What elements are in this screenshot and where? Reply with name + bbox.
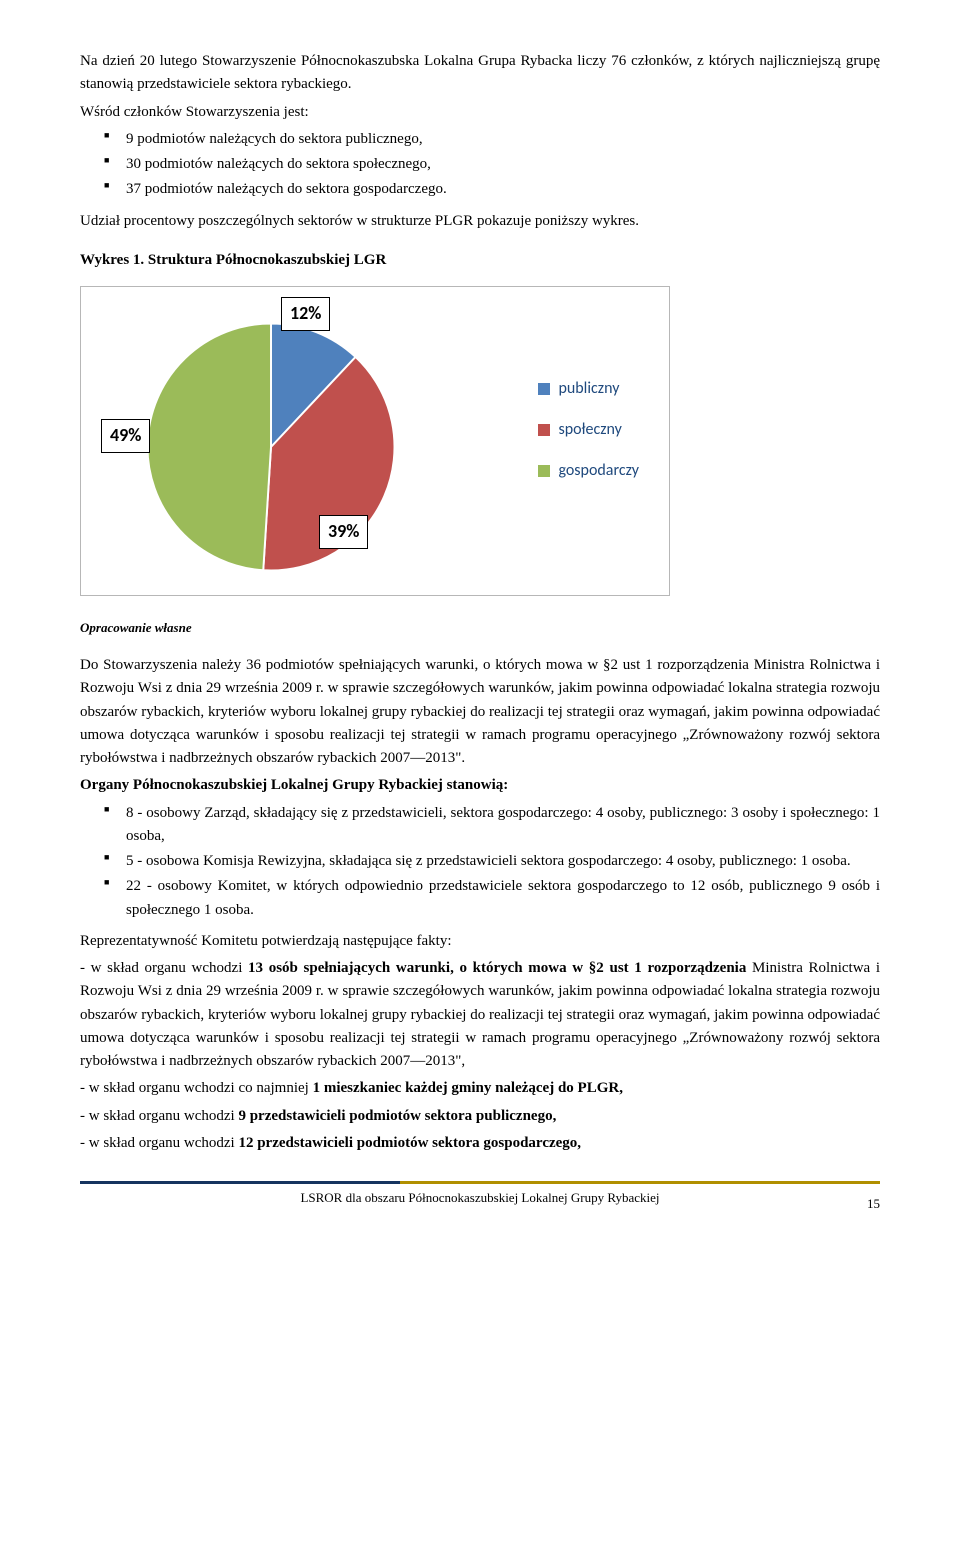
pie-label-12: 12% [281, 297, 330, 331]
legend-item: społeczny [538, 418, 639, 443]
legend-swatch [538, 465, 550, 477]
intro-paragraph-1: Na dzień 20 lutego Stowarzyszenie Północ… [80, 50, 880, 97]
footer-text-italic: Północnokaszubskiej Lokalnej Grupy Rybac… [408, 1190, 659, 1205]
legend-item: publiczny [538, 377, 639, 402]
fact-text: - w skład organu wchodzi [80, 1108, 238, 1124]
fact-text: - w skład organu wchodzi [80, 1135, 238, 1151]
organs-heading: Organy Północnokaszubskiej Lokalnej Grup… [80, 774, 880, 797]
list-item: 5 - osobowa Komisja Rewizyjna, składając… [126, 850, 880, 873]
fact-text: - w skład organu wchodzi co najmniej [80, 1080, 313, 1096]
legend-label: społeczny [558, 418, 621, 443]
pie-label-49: 49% [101, 419, 150, 453]
intro-bullet-list: 9 podmiotów należących do sektora public… [80, 128, 880, 202]
chart-title: Wykres 1. Struktura Północnokaszubskiej … [80, 249, 880, 272]
footer-rule [80, 1181, 880, 1184]
fact-3: - w skład organu wchodzi 9 przedstawicie… [80, 1105, 880, 1128]
fact-1: - w skład organu wchodzi 13 osób spełnia… [80, 957, 880, 1073]
legend-item: gospodarczy [538, 459, 639, 484]
fact-2: - w skład organu wchodzi co najmniej 1 m… [80, 1077, 880, 1100]
fact-bold: 13 osób spełniających warunki, o których… [248, 960, 746, 976]
chart-caption: Opracowanie własne [80, 618, 880, 638]
footer: LSROR dla obszaru Północnokaszubskiej Lo… [80, 1188, 880, 1208]
pie-label-39: 39% [319, 515, 368, 549]
pie-chart: 12% 49% 39% publiczny społeczny gospodar… [80, 286, 670, 596]
fact-bold: 9 przedstawicieli podmiotów sektora publ… [238, 1108, 556, 1124]
footer-text: LSROR dla obszaru [300, 1190, 408, 1205]
intro-paragraph-2: Wśród członków Stowarzyszenia jest: [80, 101, 880, 124]
fact-bold: 1 mieszkaniec każdej gminy należącej do … [313, 1080, 623, 1096]
list-item: 9 podmiotów należących do sektora public… [126, 128, 880, 151]
chart-legend: publiczny społeczny gospodarczy [538, 377, 639, 499]
legend-label: publiczny [558, 377, 619, 402]
fact-bold: 12 przedstawicieli podmiotów sektora gos… [238, 1135, 581, 1151]
list-item: 30 podmiotów należących do sektora społe… [126, 153, 880, 176]
fact-text: Ministra Rolnictwa i Rozwoju Wsi z dnia … [80, 960, 880, 1069]
rep-line: Reprezentatywność Komitetu potwierdzają … [80, 930, 880, 953]
legend-swatch [538, 424, 550, 436]
organs-list: 8 - osobowy Zarząd, składający się z prz… [80, 802, 880, 922]
page-number: 15 [867, 1194, 880, 1214]
list-item: 8 - osobowy Zarząd, składający się z prz… [126, 802, 880, 849]
legend-swatch [538, 383, 550, 395]
intro-paragraph-3: Udział procentowy poszczególnych sektoró… [80, 210, 880, 233]
list-item: 37 podmiotów należących do sektora gospo… [126, 178, 880, 201]
list-item: 22 - osobowy Komitet, w których odpowied… [126, 875, 880, 922]
fact-text: - w skład organu wchodzi [80, 960, 248, 976]
legend-label: gospodarczy [558, 459, 639, 484]
fact-4: - w skład organu wchodzi 12 przedstawici… [80, 1132, 880, 1155]
body-paragraph-1: Do Stowarzyszenia należy 36 podmiotów sp… [80, 654, 880, 770]
